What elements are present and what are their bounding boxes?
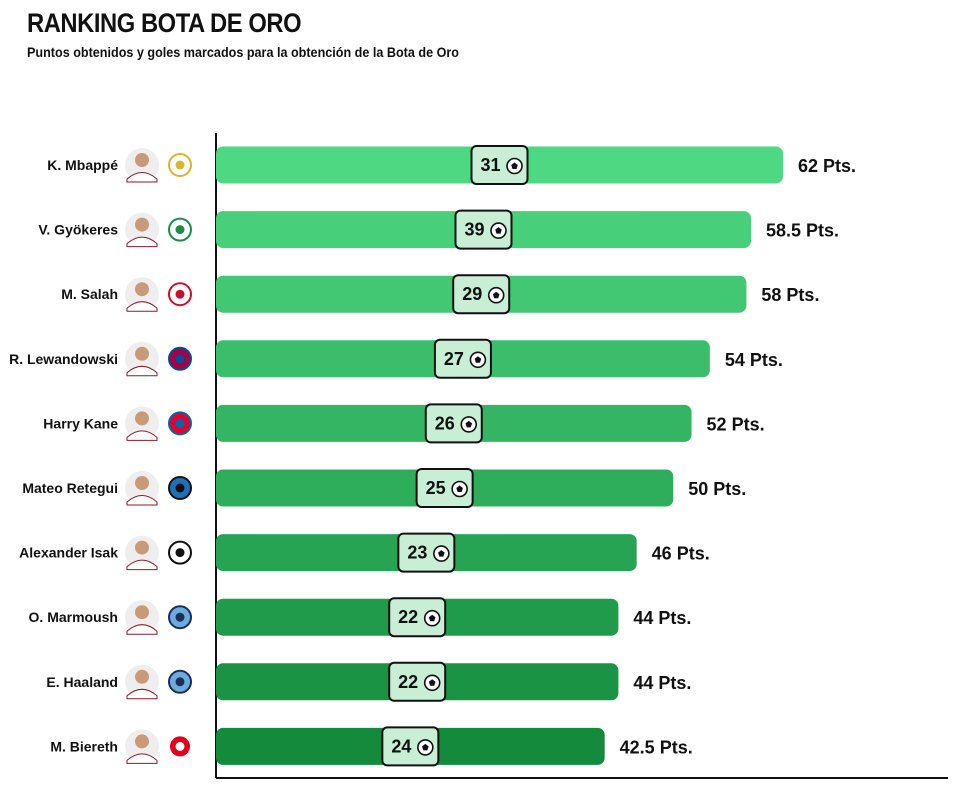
chart-subtitle: Puntos obtenidos y goles marcados para l… [27, 44, 459, 60]
goals-label: 22 [398, 672, 418, 692]
bar-row: Harry Kane 26 52 Pts. [43, 403, 765, 444]
goals-badge: 22 [388, 661, 447, 702]
goals-label: 25 [426, 478, 446, 498]
bar-row: V. Gyökeres 39 58.5 Pts. [38, 209, 839, 250]
soccer-ball-icon [506, 157, 523, 175]
player-name: V. Gyökeres [38, 222, 118, 238]
goals-label: 31 [480, 155, 500, 175]
player-photo-icon [125, 471, 159, 506]
goals-badge: 27 [433, 338, 492, 379]
goals-badge: 26 [424, 403, 483, 444]
goals-label: 29 [462, 284, 482, 304]
player-name: K. Mbappé [47, 157, 118, 173]
points-label: 44 Pts. [633, 608, 691, 628]
points-label: 58.5 Pts. [766, 221, 839, 241]
bar-row: Mateo Retegui 25 50 Pts. [22, 468, 746, 508]
soccer-ball-icon [469, 351, 487, 369]
bar-row: O. Marmoush 22 44 Pts. [29, 597, 691, 638]
barcelona-crest-icon [168, 346, 192, 371]
points-label: 62 Pts. [798, 156, 856, 176]
points-label: 44 Pts. [633, 673, 691, 693]
points-label: 54 Pts. [725, 350, 783, 370]
goals-badge: 39 [454, 209, 513, 250]
soccer-ball-icon [433, 545, 450, 562]
monaco-crest-icon [168, 734, 192, 759]
player-name: Alexander Isak [19, 545, 118, 561]
newcastle-crest-icon [168, 540, 192, 565]
goals-badge: 29 [452, 274, 511, 315]
player-name: M. Biereth [50, 738, 118, 754]
bar-row: E. Haaland 22 44 Pts. [46, 661, 691, 702]
chart-title: RANKING BOTA DE ORO [27, 8, 302, 38]
bar-row: K. Mbappé 31 62 Pts. [47, 145, 856, 185]
player-photo-icon [125, 148, 159, 183]
points-label: 58 Pts. [761, 285, 819, 305]
goals-badge: 24 [381, 726, 440, 767]
bar-row: M. Biereth 24 42.5 Pts. [50, 726, 693, 767]
player-name: Harry Kane [43, 415, 118, 431]
player-photo-icon [125, 406, 159, 441]
player-photo-icon [125, 600, 159, 635]
real-madrid-crest-icon [168, 153, 192, 177]
soccer-ball-icon [487, 286, 505, 304]
soccer-ball-icon [451, 480, 468, 498]
atalanta-crest-icon [168, 476, 192, 500]
player-name: O. Marmoush [29, 609, 118, 625]
goals-label: 26 [435, 413, 455, 433]
player-photo-icon [125, 729, 159, 764]
goals-badge: 31 [470, 145, 529, 185]
bayern-crest-icon [168, 411, 192, 436]
goals-badge: 25 [415, 468, 474, 508]
player-photo-icon [125, 664, 159, 700]
points-label: 46 Pts. [652, 544, 710, 564]
player-photo-icon [125, 277, 159, 312]
soccer-ball-icon [417, 739, 434, 756]
goals-label: 22 [398, 607, 418, 627]
soccer-ball-icon [460, 416, 478, 433]
player-name: R. Lewandowski [9, 351, 118, 367]
goals-label: 23 [407, 543, 427, 563]
soccer-ball-icon [490, 222, 507, 239]
bar-row: R. Lewandowski 27 54 Pts. [9, 338, 783, 379]
player-photo-icon [125, 535, 159, 571]
chart-rows: K. Mbappé 31 62 Pts. V. Gyökeres 39 58.5 Pts.… [9, 145, 856, 767]
goals-badge: 22 [388, 597, 447, 638]
player-name: M. Salah [61, 286, 118, 302]
goals-label: 24 [391, 736, 411, 756]
sporting-cp-crest-icon [168, 217, 192, 242]
player-name: E. Haaland [46, 674, 118, 690]
points-label: 42.5 Pts. [620, 737, 693, 757]
soccer-ball-icon [423, 674, 441, 692]
bar-row: M. Salah 29 58 Pts. [61, 274, 819, 315]
liverpool-crest-icon [168, 282, 192, 307]
goals-label: 39 [464, 220, 484, 240]
soccer-ball-icon [423, 609, 441, 627]
manchester-city-crest-icon [168, 605, 192, 630]
player-photo-icon [125, 212, 159, 248]
bar-row: Alexander Isak 23 46 Pts. [19, 532, 710, 573]
goals-badge: 23 [397, 532, 456, 573]
manchester-city-crest-icon [168, 669, 192, 694]
points-label: 50 Pts. [688, 479, 746, 499]
player-photo-icon [125, 341, 159, 377]
points-label: 52 Pts. [707, 414, 765, 434]
goals-label: 27 [444, 349, 464, 369]
player-name: Mateo Retegui [22, 480, 118, 496]
